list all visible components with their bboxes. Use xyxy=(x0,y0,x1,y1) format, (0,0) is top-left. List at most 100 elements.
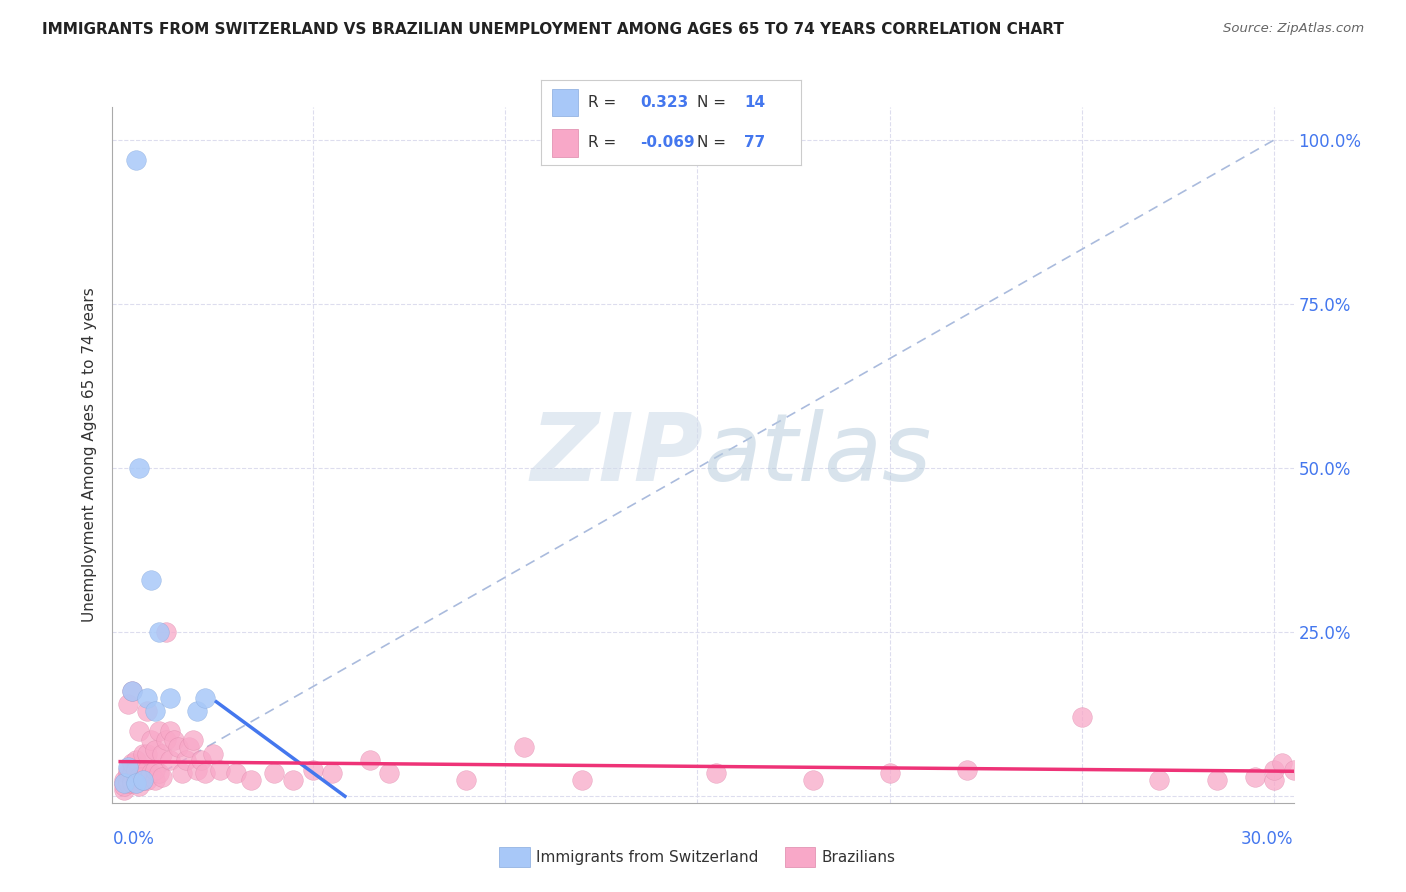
Point xyxy=(124,153,146,167)
Text: Immigrants from Switzerland: Immigrants from Switzerland xyxy=(536,850,758,864)
Point xyxy=(117,760,139,774)
Point xyxy=(124,763,146,777)
Point xyxy=(186,704,208,718)
Point xyxy=(124,776,146,790)
Point xyxy=(128,780,150,794)
Point xyxy=(121,776,143,790)
Point xyxy=(143,704,166,718)
Point xyxy=(209,763,232,777)
Point xyxy=(128,772,150,787)
Point xyxy=(143,772,166,787)
Point xyxy=(112,772,135,787)
Point xyxy=(1263,772,1285,787)
Point xyxy=(955,763,977,777)
Point xyxy=(121,772,143,787)
Point xyxy=(143,743,166,757)
Point xyxy=(159,690,181,705)
Text: 30.0%: 30.0% xyxy=(1241,830,1294,847)
Text: 0.0%: 0.0% xyxy=(112,830,155,847)
Point xyxy=(179,739,201,754)
Point xyxy=(121,766,143,780)
Point xyxy=(152,747,174,761)
Point xyxy=(148,723,170,738)
Point xyxy=(225,766,247,780)
Point xyxy=(1271,756,1294,771)
Point xyxy=(181,733,204,747)
Point xyxy=(128,723,150,738)
Point xyxy=(136,772,159,787)
Point xyxy=(128,770,150,784)
Point xyxy=(155,625,177,640)
Point xyxy=(159,723,181,738)
Point xyxy=(124,776,146,790)
Point xyxy=(186,763,208,777)
Text: -0.069: -0.069 xyxy=(640,136,695,151)
Point xyxy=(139,573,162,587)
Text: 77: 77 xyxy=(744,136,765,151)
Point xyxy=(1071,710,1094,724)
Point xyxy=(124,772,146,787)
Point xyxy=(155,733,177,747)
Point xyxy=(139,733,162,747)
Point xyxy=(124,770,146,784)
Point xyxy=(801,772,824,787)
Point xyxy=(132,770,155,784)
Point xyxy=(194,690,217,705)
Point xyxy=(378,766,401,780)
Point xyxy=(121,684,143,698)
Point xyxy=(132,747,155,761)
Point xyxy=(121,684,143,698)
Point xyxy=(359,753,381,767)
Point xyxy=(174,753,197,767)
Text: R =: R = xyxy=(588,136,621,151)
Point xyxy=(132,772,155,787)
Point xyxy=(152,770,174,784)
Point xyxy=(513,739,536,754)
Point xyxy=(283,772,305,787)
FancyBboxPatch shape xyxy=(551,129,578,157)
Point xyxy=(1147,772,1170,787)
FancyBboxPatch shape xyxy=(551,89,578,116)
Point xyxy=(124,753,146,767)
Point xyxy=(117,698,139,712)
Point xyxy=(139,766,162,780)
Point xyxy=(112,780,135,794)
Point xyxy=(136,763,159,777)
Point xyxy=(201,747,224,761)
Point xyxy=(240,772,263,787)
Point xyxy=(112,776,135,790)
Point xyxy=(456,772,478,787)
Point xyxy=(117,766,139,780)
Text: ZIP: ZIP xyxy=(530,409,703,501)
Point xyxy=(163,733,186,747)
Point xyxy=(1263,763,1285,777)
Text: Brazilians: Brazilians xyxy=(821,850,896,864)
Point xyxy=(170,766,193,780)
Point xyxy=(117,776,139,790)
Point xyxy=(128,461,150,475)
Point xyxy=(117,772,139,787)
Text: N =: N = xyxy=(697,95,731,110)
Point xyxy=(1244,770,1267,784)
Text: Source: ZipAtlas.com: Source: ZipAtlas.com xyxy=(1223,22,1364,36)
Point xyxy=(121,756,143,771)
Point xyxy=(117,763,139,777)
Point xyxy=(136,704,159,718)
Point xyxy=(321,766,343,780)
Point xyxy=(148,625,170,640)
Y-axis label: Unemployment Among Ages 65 to 74 years: Unemployment Among Ages 65 to 74 years xyxy=(82,287,97,623)
Point xyxy=(571,772,593,787)
Point xyxy=(159,753,181,767)
Point xyxy=(136,747,159,761)
Point xyxy=(194,766,217,780)
Point xyxy=(301,763,323,777)
Point xyxy=(879,766,901,780)
Text: 0.323: 0.323 xyxy=(640,95,689,110)
Text: IMMIGRANTS FROM SWITZERLAND VS BRAZILIAN UNEMPLOYMENT AMONG AGES 65 TO 74 YEARS : IMMIGRANTS FROM SWITZERLAND VS BRAZILIAN… xyxy=(42,22,1064,37)
Point xyxy=(190,753,212,767)
Point xyxy=(143,763,166,777)
Point xyxy=(167,739,190,754)
Text: atlas: atlas xyxy=(703,409,931,500)
Point xyxy=(263,766,285,780)
Point xyxy=(706,766,728,780)
